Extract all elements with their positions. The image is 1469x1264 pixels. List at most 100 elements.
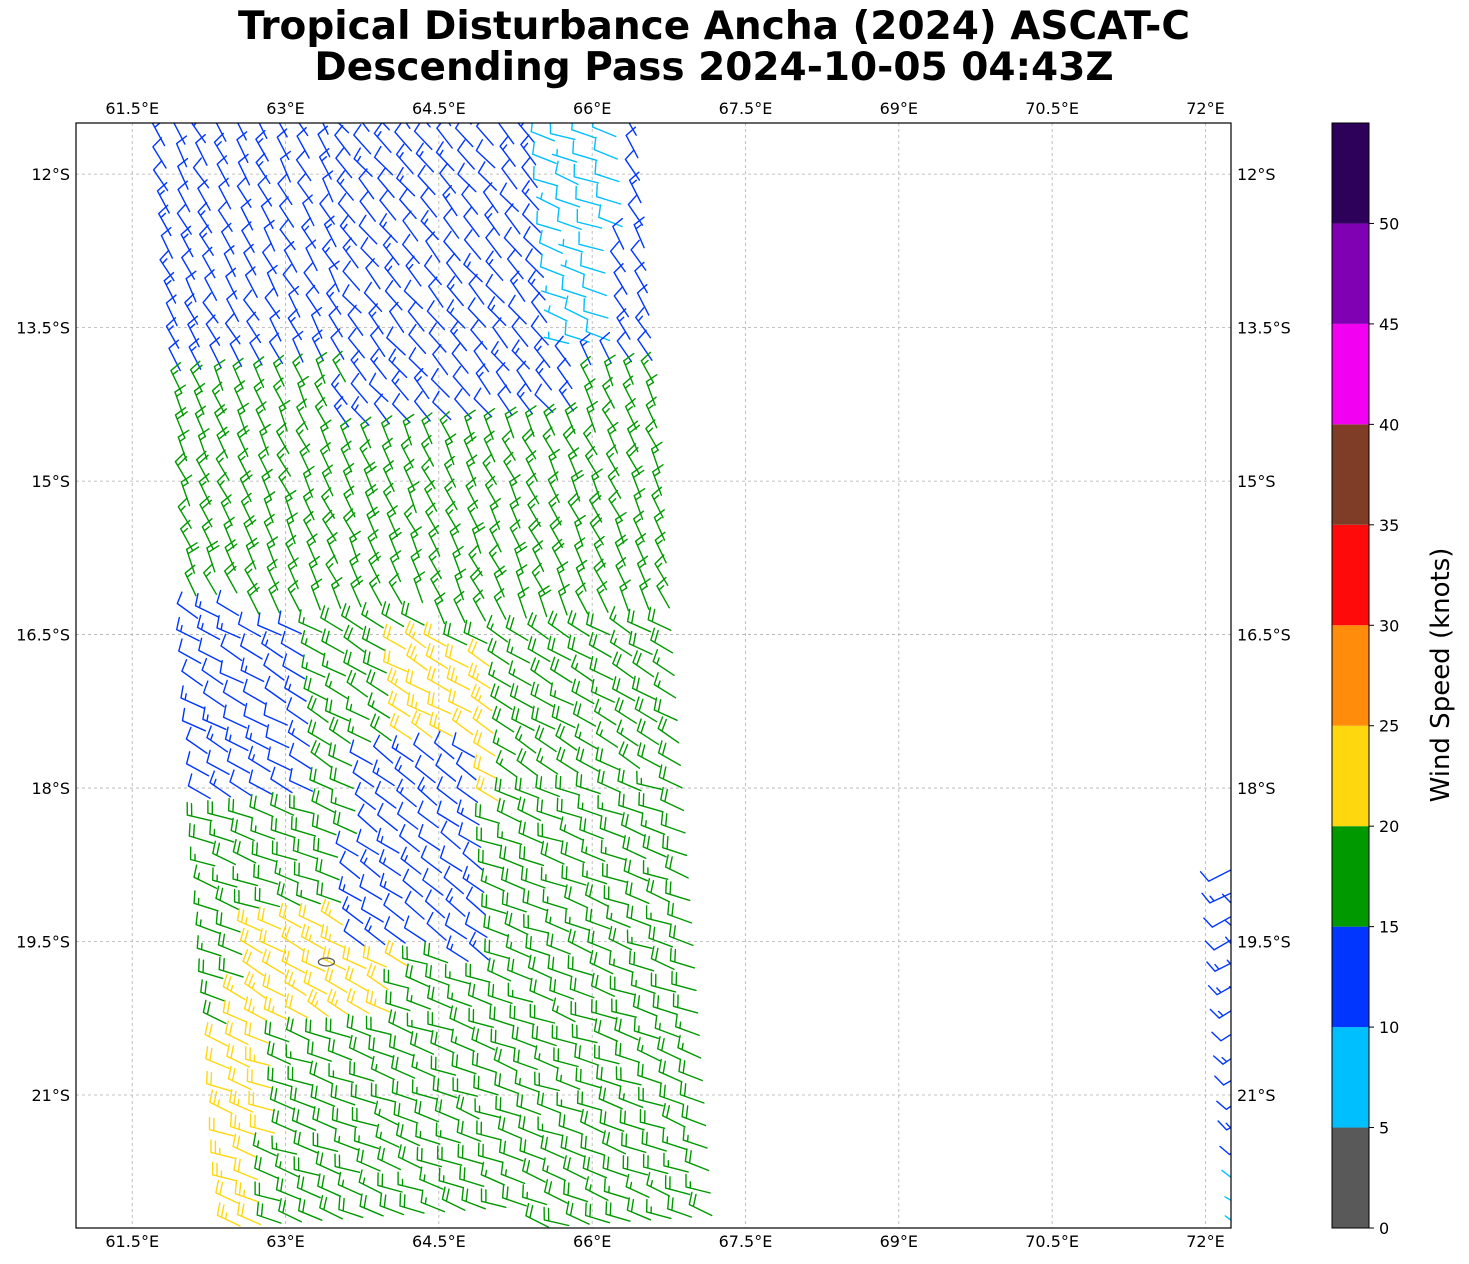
wind-barb [584, 882, 609, 907]
wind-barb [350, 575, 364, 608]
wind-barb [177, 497, 192, 529]
wind-barb [222, 999, 247, 1023]
wind-barb [562, 425, 578, 457]
wind-barb [483, 914, 508, 937]
wind-barb [229, 1089, 254, 1113]
wind-barb [341, 603, 364, 630]
wind-barb [253, 863, 279, 885]
wind-barb [245, 537, 259, 570]
wind-barb [527, 270, 546, 301]
wind-barb [458, 822, 482, 848]
wind-barb [678, 1058, 703, 1082]
wind-barb [195, 134, 208, 166]
wind-barb [633, 510, 645, 543]
wind-barb [279, 150, 291, 183]
wind-barb [484, 204, 501, 236]
wind-barb [507, 294, 527, 325]
wind-barb [646, 878, 670, 903]
wind-barb [362, 649, 387, 674]
wind-barb [564, 295, 589, 321]
wind-barb [654, 531, 667, 564]
wind-barb [388, 573, 403, 605]
wind-barb [602, 1130, 626, 1155]
wind-barb [641, 1130, 667, 1152]
wind-barb [328, 742, 353, 767]
wind-barb [1222, 893, 1231, 904]
wind-barb [503, 226, 523, 257]
wind-barb [248, 769, 273, 795]
wind-barb [232, 357, 244, 390]
wind-barb [462, 865, 485, 893]
wind-barb [1214, 1075, 1231, 1086]
wind-barb [486, 614, 508, 643]
wind-barb [473, 1074, 499, 1096]
wind-barb [296, 1174, 321, 1199]
wind-barb [382, 234, 400, 266]
wind-barb [440, 820, 461, 850]
wind-barb [345, 695, 370, 720]
wind-barb [181, 659, 203, 687]
wind-barb [354, 782, 376, 810]
wind-barb [224, 561, 238, 594]
wind-barb [538, 230, 563, 254]
wind-barb [384, 940, 408, 967]
colorbar-bin [1332, 323, 1369, 425]
wind-barb [603, 885, 630, 906]
wind-barb [636, 718, 659, 745]
wind-barb [322, 123, 329, 135]
wind-barb [621, 1132, 647, 1153]
wind-barb [527, 954, 552, 979]
wind-barb [317, 1173, 342, 1197]
wind-barb [618, 741, 641, 769]
wind-barb [1226, 959, 1231, 966]
wind-barb [319, 193, 335, 225]
wind-barb [368, 372, 389, 402]
wind-barb [672, 993, 699, 1014]
wind-barb [456, 799, 480, 826]
wind-barb [319, 1194, 343, 1220]
wind-barb [484, 938, 510, 959]
wind-barb [255, 129, 269, 162]
wind-barb [593, 535, 606, 568]
wind-barb [240, 633, 263, 660]
wind-barb [591, 468, 603, 501]
wind-barb [414, 1099, 439, 1123]
wind-barb [358, 1169, 383, 1195]
wind-barb [227, 797, 254, 819]
wind-barb [176, 203, 192, 235]
wind-barb [244, 266, 258, 298]
wind-barb [381, 415, 393, 447]
wind-barb [447, 688, 472, 713]
wind-barb [538, 585, 552, 618]
wind-barb [214, 404, 227, 436]
wind-barb [278, 123, 288, 138]
wind-barb [215, 123, 227, 142]
wind-barb [595, 183, 622, 205]
figure-title: Tropical Disturbance Ancha (2024) ASCAT-… [76, 6, 1352, 88]
wind-barb [328, 716, 351, 744]
wind-barb [216, 155, 230, 187]
wind-barb [328, 305, 343, 338]
wind-barb [495, 750, 518, 778]
wind-barb [181, 248, 195, 280]
wind-barb [421, 457, 436, 490]
wind-barb [657, 740, 681, 766]
wind-barb [404, 890, 425, 920]
wind-barb [522, 1184, 548, 1206]
wind-barb [543, 331, 570, 345]
wind-barb [240, 492, 254, 525]
wind-barb [291, 1107, 317, 1131]
wind-barb [230, 817, 255, 842]
wind-barb [684, 1148, 710, 1172]
wind-barb [343, 624, 365, 653]
wind-barb [347, 718, 372, 743]
wind-barb [1230, 1008, 1231, 1011]
wind-barb [590, 972, 615, 997]
wind-barb [384, 916, 406, 944]
wind-barb [628, 630, 653, 655]
wind-barb [255, 152, 271, 185]
wind-barb [602, 377, 615, 409]
wind-barb [303, 465, 315, 498]
wind-barb [419, 1166, 444, 1190]
wind-barb [266, 558, 279, 591]
